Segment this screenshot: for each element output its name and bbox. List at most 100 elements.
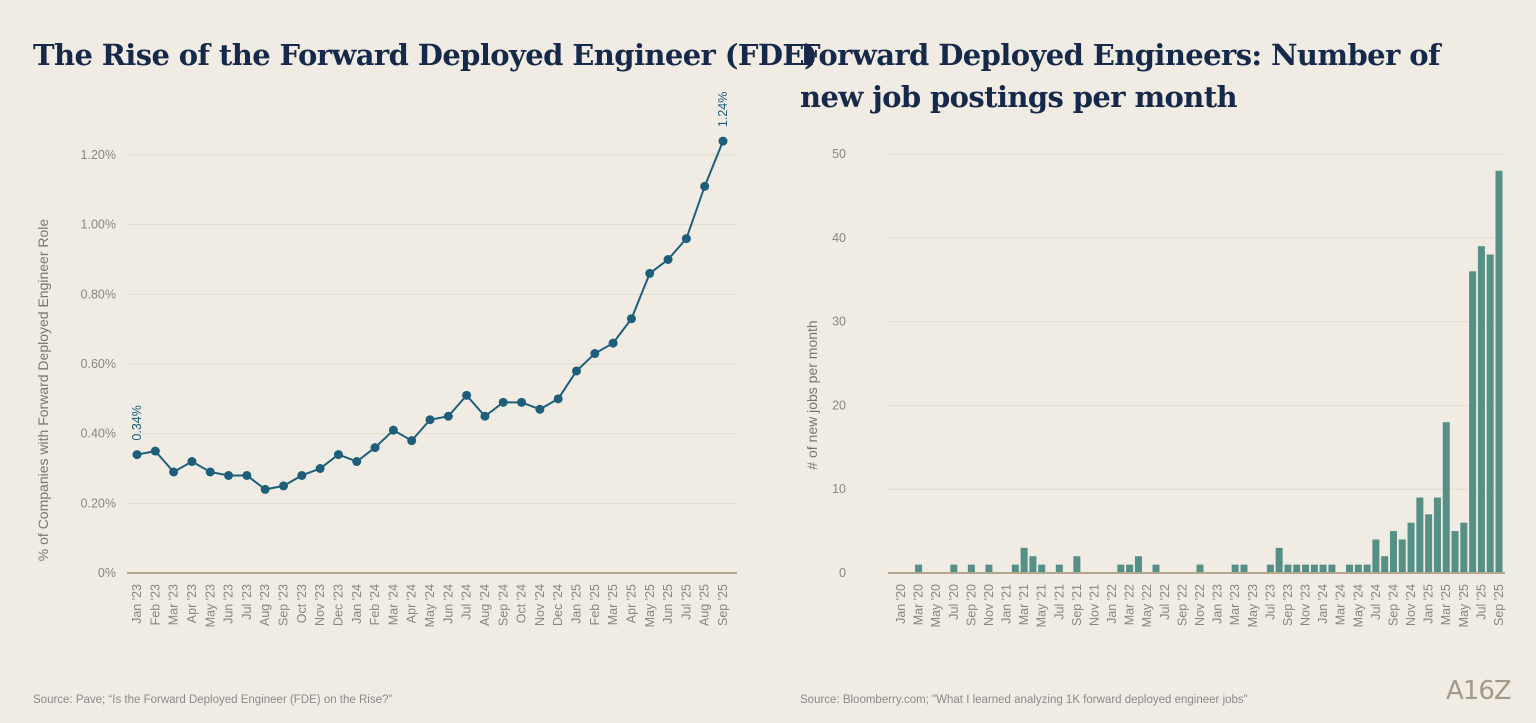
x-tick-label: Jan '23	[1211, 584, 1225, 624]
x-tick-label: Aug '24	[478, 584, 492, 626]
bar	[1451, 531, 1459, 573]
bar	[1240, 564, 1248, 573]
x-tick-label: Jun '25	[661, 584, 675, 624]
x-tick-label: Nov '24	[1404, 584, 1418, 626]
bar	[1152, 564, 1160, 573]
bar	[1442, 422, 1450, 573]
bar	[1495, 170, 1503, 573]
data-point	[315, 464, 325, 473]
x-tick-label: Aug '25	[698, 584, 712, 626]
bar	[1433, 497, 1441, 573]
data-point	[590, 349, 600, 359]
data-point	[681, 234, 691, 244]
bar	[1055, 564, 1063, 573]
x-tick-label: Jul '23	[240, 584, 254, 620]
data-point	[169, 467, 179, 477]
bar	[1381, 556, 1389, 573]
data-point	[279, 481, 288, 491]
data-point	[388, 425, 398, 435]
x-tick-label: May '24	[1351, 584, 1365, 627]
y-axis-label: # of new jobs per month	[804, 320, 820, 469]
x-tick-label: Mar '22	[1123, 584, 1137, 625]
x-tick-label: Jul '22	[1158, 584, 1172, 620]
x-tick-label: May '20	[929, 584, 943, 627]
x-tick-label: Feb '25	[588, 584, 602, 625]
data-point	[517, 397, 527, 407]
y-tick-label: 40	[832, 231, 846, 245]
y-tick-label: 0.60%	[81, 357, 116, 371]
data-point	[224, 470, 234, 480]
x-tick-label: Jan '25	[570, 584, 584, 624]
data-point	[443, 411, 453, 421]
bar	[1319, 564, 1327, 573]
x-tick-label: May '25	[643, 584, 657, 627]
bar	[1196, 564, 1204, 573]
x-tick-label: Sep '23	[1281, 584, 1295, 626]
y-tick-label: 20	[832, 398, 846, 412]
y-tick-label: 0	[839, 566, 846, 580]
y-tick-label: 0.40%	[81, 427, 116, 441]
bar	[1302, 564, 1310, 573]
x-tick-label: Mar '25	[606, 584, 620, 625]
x-tick-label: Apr '24	[405, 584, 419, 623]
bar	[1029, 556, 1037, 573]
x-tick-label: Jan '24	[1316, 584, 1330, 624]
y-tick-label: 1.20%	[81, 148, 116, 162]
x-tick-label: Mar '23	[167, 584, 181, 625]
x-tick-label: Jul '20	[947, 584, 961, 620]
data-point	[700, 181, 710, 191]
x-tick-label: Sep '25	[1492, 584, 1506, 626]
bar	[1328, 564, 1336, 573]
x-tick-label: Jul '23	[1263, 584, 1277, 620]
a16z-logo: A16Z	[1446, 676, 1512, 706]
x-tick-label: Mar '24	[386, 584, 400, 625]
x-tick-label: May '23	[203, 584, 217, 627]
bar	[1407, 522, 1415, 573]
data-point	[498, 397, 508, 407]
x-tick-label: Sep '23	[277, 584, 291, 626]
x-tick-label: Dec '23	[331, 584, 345, 626]
data-point	[205, 467, 215, 477]
y-tick-label: 10	[832, 482, 846, 496]
data-point	[352, 457, 362, 467]
x-tick-label: Nov '23	[1299, 584, 1313, 626]
y-tick-label: 0%	[98, 566, 116, 580]
x-tick-label: Nov '24	[533, 584, 547, 626]
x-tick-label: Jan '21	[1000, 584, 1014, 624]
x-tick-label: Jan '23	[130, 584, 144, 624]
data-point	[572, 366, 581, 376]
x-tick-label: Oct '23	[295, 584, 309, 623]
x-tick-label: May '21	[1035, 584, 1049, 627]
x-tick-label: Feb '24	[368, 584, 382, 625]
x-tick-label: Jul '24	[1369, 584, 1383, 620]
x-tick-label: May '24	[423, 584, 437, 627]
x-tick-label: Nov '21	[1087, 584, 1101, 626]
x-tick-label: May '25	[1457, 584, 1471, 627]
data-point	[242, 470, 252, 480]
x-tick-label: Mar '21	[1017, 584, 1031, 625]
x-tick-label: Jun '24	[441, 584, 455, 624]
data-point	[150, 446, 160, 456]
data-point	[260, 484, 270, 494]
data-point	[645, 268, 655, 278]
bar	[1398, 539, 1406, 573]
x-tick-label: Jan '24	[350, 584, 364, 624]
x-tick-label: Nov '22	[1193, 584, 1207, 626]
x-tick-label: Mar '24	[1334, 584, 1348, 625]
bar	[1038, 564, 1046, 573]
x-tick-label: Jul '21	[1052, 584, 1066, 620]
x-tick-label: Aug '23	[258, 584, 272, 626]
y-tick-label: 50	[832, 147, 846, 161]
x-tick-label: Oct '24	[515, 584, 529, 623]
bar	[1486, 254, 1494, 573]
x-tick-label: Jan '25	[1422, 584, 1436, 624]
x-tick-label: Mar '25	[1439, 584, 1453, 625]
data-point	[608, 338, 618, 348]
bar	[1354, 564, 1362, 573]
x-tick-label: May '23	[1246, 584, 1260, 627]
data-point	[370, 443, 380, 453]
bar	[1469, 271, 1477, 573]
right-source: Source: Bloomberry.com; "What I learned …	[800, 694, 1248, 706]
bar	[1266, 564, 1274, 573]
